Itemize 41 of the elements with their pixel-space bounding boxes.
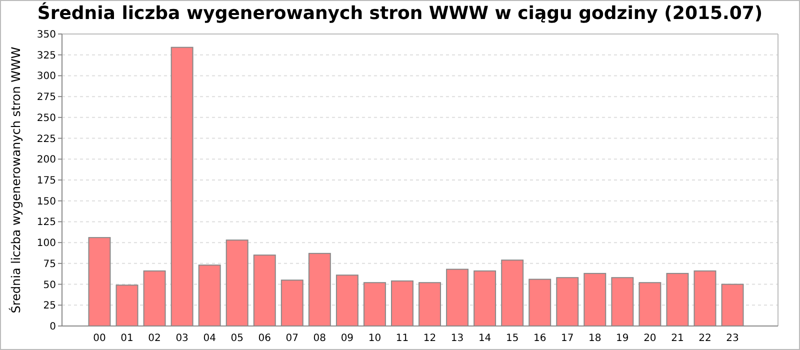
y-tick-label: 100 <box>36 238 56 250</box>
chart-title: Średnia liczba wygenerowanych stron WWW w ciągu godziny (2015.07) <box>37 2 763 24</box>
y-tick-label: 175 <box>36 176 56 186</box>
x-tick-label: 19 <box>616 333 629 344</box>
x-tick-label: 16 <box>533 333 546 344</box>
x-tick-label: 02 <box>148 333 161 344</box>
y-tick-label: 275 <box>36 92 56 104</box>
y-tick-label: 25 <box>43 300 56 312</box>
x-tick-label: 21 <box>671 333 684 344</box>
x-tick-label: 06 <box>258 333 271 344</box>
x-tick-label: 08 <box>313 333 326 344</box>
x-tick-label: 13 <box>450 333 464 344</box>
y-tick-label: 0 <box>50 322 56 332</box>
y-tick-label: 200 <box>36 154 56 166</box>
y-tick-label: 125 <box>36 217 56 228</box>
x-tick-label: 04 <box>203 333 216 344</box>
x-tick-label: 00 <box>93 333 106 344</box>
y-tick-label: 250 <box>36 112 56 124</box>
y-tick-label: 350 <box>36 30 56 40</box>
x-tick-label: 14 <box>478 333 492 344</box>
y-axis-title: Średnia liczba wygenerowanych stron WWW <box>8 46 23 314</box>
x-tick-label: 05 <box>230 333 244 344</box>
y-tick-label: 325 <box>36 50 56 62</box>
y-tick-label: 150 <box>36 196 56 208</box>
y-tick-label: 225 <box>36 134 56 145</box>
y-tick-label: 300 <box>36 71 56 82</box>
x-tick-label: 03 <box>176 333 188 344</box>
y-tick-label: 50 <box>43 280 56 291</box>
y-tick-label: 75 <box>43 258 56 270</box>
x-tick-label: 09 <box>340 333 354 344</box>
x-tick-label: 18 <box>588 333 602 344</box>
x-tick-label: 07 <box>286 333 299 344</box>
x-tick-label: 11 <box>396 333 409 344</box>
x-tick-label: 01 <box>120 333 134 344</box>
x-tick-label: 20 <box>644 333 656 344</box>
x-tick-label: 17 <box>561 333 574 344</box>
x-tick-label: 15 <box>506 333 519 344</box>
x-tick-label: 12 <box>423 333 436 344</box>
x-tick-label: 23 <box>726 333 739 344</box>
x-tick-label: 10 <box>368 333 382 344</box>
x-tick-label: 22 <box>698 333 712 344</box>
